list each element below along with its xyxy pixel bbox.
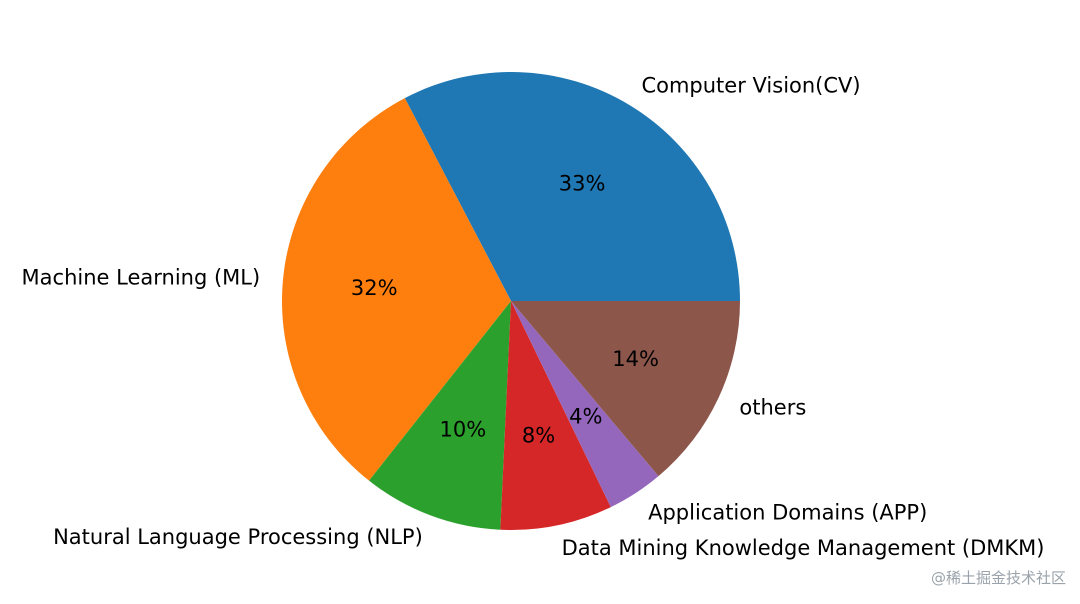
slice-others xyxy=(511,301,740,477)
pct-label-application-domains-app: 4% xyxy=(569,404,602,428)
category-label-application-domains-app: Application Domains (APP) xyxy=(648,500,927,524)
pct-label-natural-language-processing-nlp: 10% xyxy=(440,418,487,442)
watermark: @稀土掘金技术社区 xyxy=(930,569,1066,587)
pie-labels: 33% Computer Vision(CV) 32% Machine Learnin… xyxy=(22,74,1045,560)
slice-natural-language-processing-nlp xyxy=(369,301,511,530)
category-label-natural-language-processing-nlp: Natural Language Processing (NLP) xyxy=(53,525,423,549)
slice-machine-learning-ml xyxy=(281,98,511,481)
slice-computer-vision-cv xyxy=(404,72,740,301)
pct-label-machine-learning-ml: 32% xyxy=(351,276,398,300)
pct-label-others: 14% xyxy=(612,347,659,371)
category-label-data-mining-knowledge-management-dmkm: Data Mining Knowledge Management (DMKM) xyxy=(562,536,1045,560)
slice-application-domains-app xyxy=(511,301,659,508)
pie-slices xyxy=(281,72,740,530)
pct-label-computer-vision-cv: 33% xyxy=(559,171,606,195)
category-label-computer-vision-cv: Computer Vision(CV) xyxy=(641,74,860,98)
category-label-machine-learning-ml: Machine Learning (ML) xyxy=(22,266,261,290)
pct-label-data-mining-knowledge-management-dmkm: 8% xyxy=(522,424,555,448)
category-label-others: others xyxy=(739,395,806,419)
slice-data-mining-knowledge-management-dmkm xyxy=(500,301,611,530)
